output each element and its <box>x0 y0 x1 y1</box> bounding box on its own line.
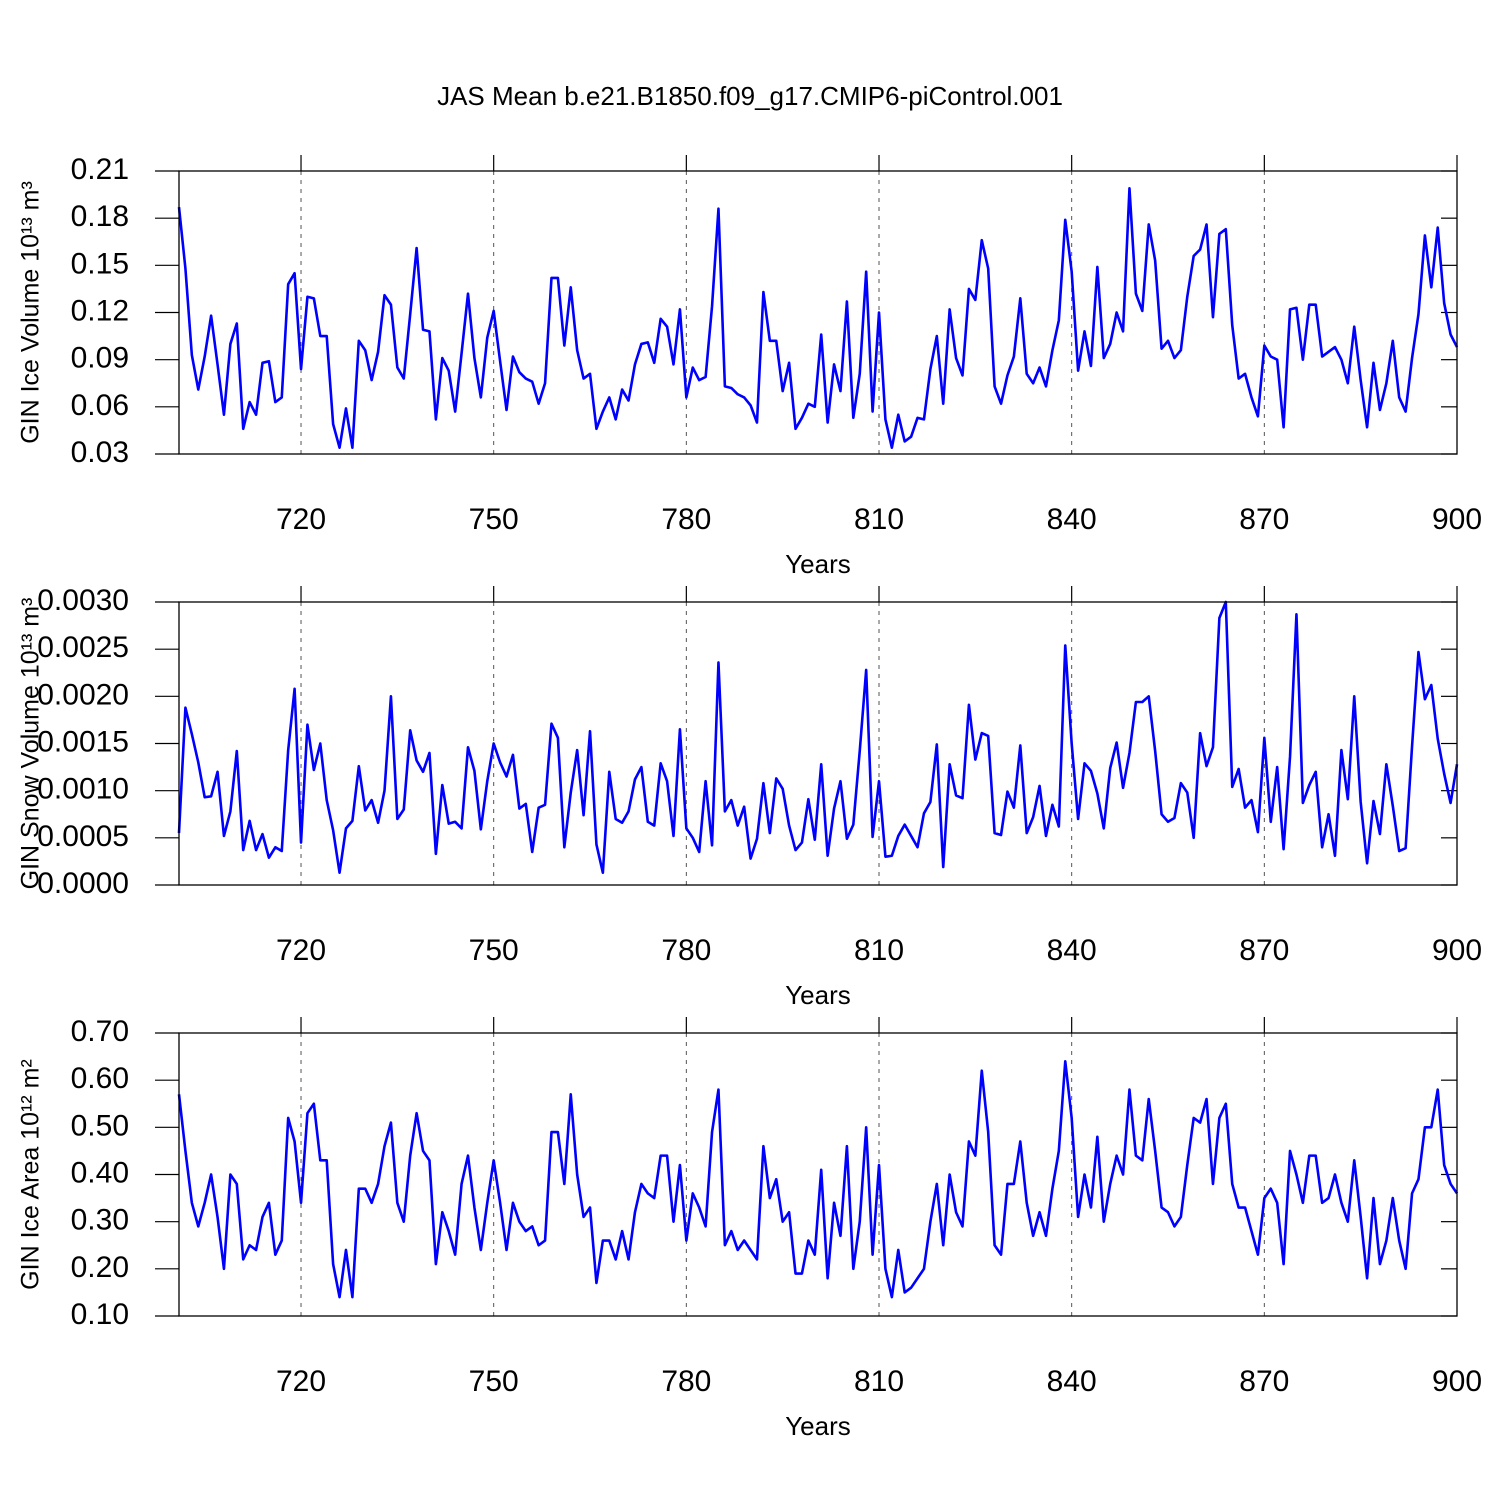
y-tick-label: 0.60 <box>71 1062 129 1095</box>
y-tick-label: 0.0030 <box>37 584 129 617</box>
data-line <box>177 1060 1459 1299</box>
x-tick-label: 900 <box>1432 503 1482 536</box>
y-tick-label: 0.50 <box>71 1109 129 1142</box>
y-tick-label: 0.03 <box>71 436 129 469</box>
y-tick-label: 0.09 <box>71 342 129 375</box>
y-tick-label: 0.10 <box>71 1298 129 1331</box>
x-tick-label: 780 <box>661 1365 711 1398</box>
y-tick-label: 0.21 <box>71 153 129 186</box>
y-tick-label: 0.0020 <box>37 678 129 711</box>
y-tick-label: 0.06 <box>71 389 129 422</box>
y-tick-label: 0.18 <box>71 200 129 233</box>
x-tick-label: 870 <box>1239 503 1289 536</box>
y-tick-label: 0.30 <box>71 1204 129 1237</box>
y-tick-label: 0.0010 <box>37 773 129 806</box>
x-tick-label: 900 <box>1432 1365 1482 1398</box>
data-line <box>177 186 1459 450</box>
y-axis-label: GIN Ice Area 10¹² m² <box>17 1059 45 1290</box>
y-tick-label: 0.12 <box>71 294 129 327</box>
x-tick-label: 870 <box>1239 934 1289 967</box>
x-tick-label: 780 <box>661 934 711 967</box>
y-tick-label: 0.0025 <box>37 631 129 664</box>
y-tick-label: 0.20 <box>71 1251 129 1284</box>
y-tick-label: 0.40 <box>71 1156 129 1189</box>
y-axis-label: GIN Ice Volume 10¹³ m³ <box>17 181 45 444</box>
plot-frame <box>178 1032 1458 1317</box>
y-tick-label: 0.0015 <box>37 725 129 758</box>
x-axis-label: Years <box>785 1411 851 1441</box>
x-tick-label: 720 <box>276 503 326 536</box>
y-tick-label: 0.0000 <box>37 867 129 900</box>
x-axis-label: Years <box>785 980 851 1010</box>
x-tick-label: 870 <box>1239 1365 1289 1398</box>
x-tick-label: 750 <box>469 1365 519 1398</box>
x-tick-label: 810 <box>854 1365 904 1398</box>
chart-title: JAS Mean b.e21.B1850.f09_g17.CMIP6-piCon… <box>437 81 1063 111</box>
plot-frame <box>178 170 1458 455</box>
data-line <box>177 600 1459 875</box>
x-tick-label: 810 <box>854 934 904 967</box>
x-axis-label: Years <box>785 549 851 579</box>
x-tick-label: 720 <box>276 1365 326 1398</box>
y-tick-label: 0.15 <box>71 247 129 280</box>
y-axis-label: GIN Snow Volume 10¹³ m³ <box>17 598 45 890</box>
x-tick-label: 810 <box>854 503 904 536</box>
x-tick-label: 720 <box>276 934 326 967</box>
x-tick-label: 840 <box>1047 503 1097 536</box>
x-tick-label: 750 <box>469 934 519 967</box>
plot-frame <box>178 601 1458 886</box>
x-tick-label: 750 <box>469 503 519 536</box>
x-tick-label: 840 <box>1047 1365 1097 1398</box>
x-tick-label: 840 <box>1047 934 1097 967</box>
x-tick-label: 780 <box>661 503 711 536</box>
y-tick-label: 0.70 <box>71 1015 129 1048</box>
y-tick-label: 0.0005 <box>37 820 129 853</box>
x-tick-label: 900 <box>1432 934 1482 967</box>
